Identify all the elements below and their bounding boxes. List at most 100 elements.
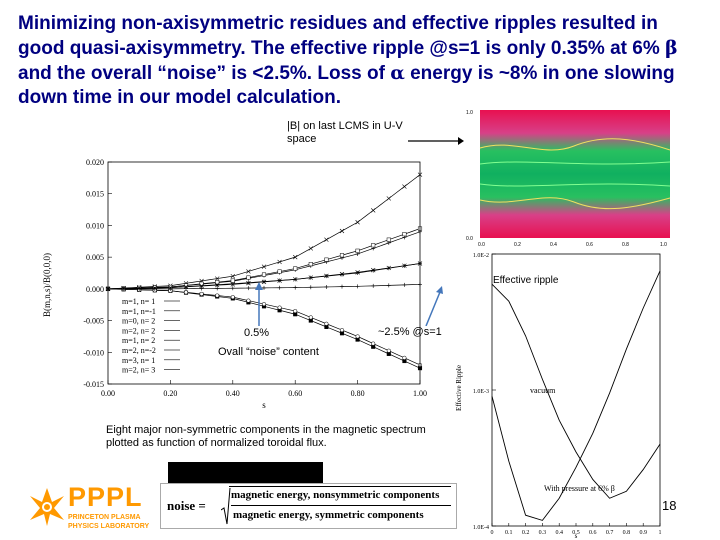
chart1-ytick-label: 0.005 [86, 253, 104, 262]
chart1-point [168, 285, 173, 290]
chart1-frame [107, 161, 421, 385]
chart1-legend-item: m=1, n= 1 [122, 297, 155, 306]
chart2-series-line [491, 283, 661, 499]
lcms-label: |B| on last LCMS in U-V space [287, 120, 403, 145]
chart1-point [324, 273, 329, 279]
chart1-point [277, 259, 282, 265]
pppl-logo-sub1: PRINCETON PLASMA [68, 514, 141, 521]
chart1-point [355, 334, 360, 339]
svg-text:0.4: 0.4 [550, 242, 557, 248]
chart2-xtick-label: 0.6 [589, 530, 597, 536]
chart1-point [277, 305, 282, 310]
noise-formula: noise = magnetic energy, nonsymmetric co… [160, 483, 457, 529]
chart1-point [355, 248, 360, 253]
chart1-point [339, 328, 345, 333]
chart1-point [136, 286, 142, 291]
chart1-point [339, 271, 345, 277]
chart1-point [261, 264, 267, 269]
chart1-point [183, 284, 189, 290]
pct-25-label: ~2.5% @s=1 [378, 326, 442, 338]
chart1-point [246, 280, 251, 285]
vacuum-label: vacuum [530, 386, 556, 395]
chart1-point [402, 355, 407, 360]
chart1-point [293, 285, 298, 290]
chart1-xtick-label: 0.80 [351, 389, 365, 398]
pressure-label: With pressure at 6% β [544, 484, 615, 493]
chart1-point [246, 298, 251, 303]
pppl-logo: PPPL PRINCETON PLASMA PHYSICS LABORATORY [28, 482, 158, 532]
formula-numerator: magnetic energy, nonsymmetric components [231, 489, 440, 501]
chart1-ytick-label: 0.000 [86, 285, 104, 294]
chart2-xtick-label: 0.7 [606, 530, 614, 536]
svg-text:1.0: 1.0 [660, 242, 667, 248]
chart1-xtick-label: 0.20 [163, 389, 177, 398]
chart2-frame [491, 253, 661, 527]
chart1-point [371, 243, 376, 248]
chart1-point [402, 282, 407, 287]
chart1-point [230, 295, 235, 300]
chart1-point [121, 286, 126, 291]
chart2-ylabel: Effective Ripple [455, 365, 463, 411]
chart1-point [371, 283, 376, 288]
chart1-point [214, 282, 220, 288]
pppl-logo-sub2: PHYSICS LABORATORY [68, 523, 150, 530]
chart1-point [402, 232, 407, 237]
chart1-point [277, 269, 282, 274]
chart1-xlabel: s [262, 400, 266, 410]
chart1-point [262, 285, 266, 290]
svg-text:1.0: 1.0 [466, 110, 473, 116]
chart1-point [370, 267, 376, 273]
svg-text:0.8: 0.8 [622, 242, 629, 248]
chart1-point [246, 275, 251, 280]
chart1-point [386, 283, 391, 288]
chart1-ytick-label: -0.005 [83, 317, 104, 326]
chart1-ylabel: B(m,n,s)/B(0,0,0) [42, 253, 52, 317]
chart1-point [215, 280, 220, 285]
chart1-point [261, 279, 267, 285]
pppl-logo-text: PPPL [68, 482, 143, 512]
chart1-legend-item: m=2, n=-2 [122, 346, 156, 355]
chart2-xtick-label: 0.2 [522, 530, 530, 536]
chart2-series-line [491, 270, 661, 521]
chart1-ytick-label: 0.020 [86, 158, 104, 167]
chart1-point [386, 348, 391, 353]
chart1-point [402, 184, 407, 189]
chart1-point [230, 273, 236, 279]
pct-05-label: 0.5% [244, 327, 270, 339]
pppl-logo-mark [30, 488, 64, 526]
lcms-arrow [408, 137, 464, 145]
chart1-point [246, 280, 251, 286]
chart1-point [339, 228, 345, 234]
svg-text:0.0: 0.0 [478, 242, 485, 248]
chart2-xtick-label: 0.3 [539, 530, 547, 536]
chart2-xtick-label: 0.4 [555, 530, 563, 536]
pct-25-arrow [425, 286, 443, 326]
chart1-point [308, 275, 314, 280]
chart2-xlabel: s [575, 532, 578, 540]
chart1-point [308, 262, 313, 267]
chart1-ytick-label: -0.015 [83, 380, 104, 389]
chart2-ytick-label: 1.0E-4 [473, 525, 489, 531]
chart2-ytick-label: 1.0E-3 [473, 389, 489, 395]
chart1-point [230, 278, 235, 283]
chart1-point [246, 269, 251, 274]
chart1-point [308, 246, 314, 251]
formula-lhs: noise = [167, 498, 206, 513]
formula-denominator: magnetic energy, symmetric components [233, 509, 424, 521]
chart-nonsymmetric-components: B(m,n,s)/B(0,0,0) s 0.020 0.015 0.010 0.005… [42, 158, 427, 410]
chart1-legend-item: m=3, n= 1 [122, 356, 155, 365]
chart1-xtick-label: 0.40 [226, 389, 240, 398]
chart1-point [386, 196, 392, 201]
chart1-legend-item: m=0, n= 2 [122, 317, 155, 326]
chart1-point [293, 266, 298, 271]
chart1-point [214, 276, 220, 281]
svg-text:0.6: 0.6 [586, 242, 593, 248]
chart1-point [292, 277, 298, 282]
chart1-point [293, 309, 298, 314]
chart1-point [292, 254, 298, 260]
chart1-point [199, 286, 204, 291]
chart1-point [215, 286, 220, 291]
chart1-point [246, 286, 251, 291]
slide-title: Minimizing non-axisymmetric residues and… [18, 13, 678, 108]
chart1-point [137, 286, 142, 291]
